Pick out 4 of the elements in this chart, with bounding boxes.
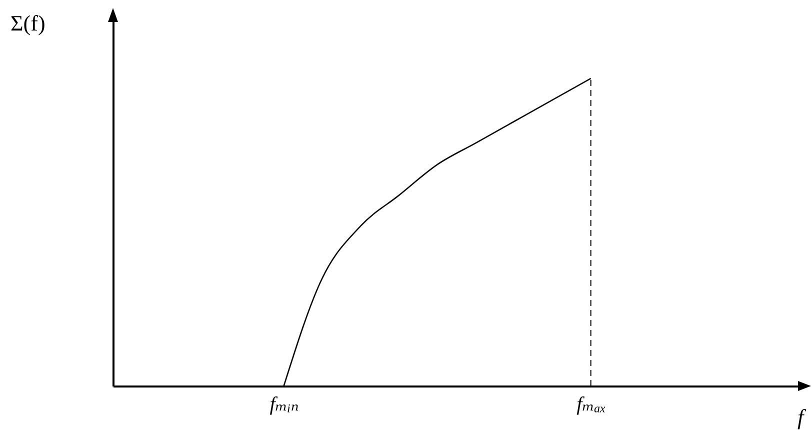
x-axis-title: f <box>798 404 806 430</box>
x-tick-label: fₘᵢₙ <box>270 394 299 416</box>
x-tick-label: fₘₐₓ <box>576 394 606 416</box>
y-axis-title: Σ(f) <box>10 10 46 36</box>
